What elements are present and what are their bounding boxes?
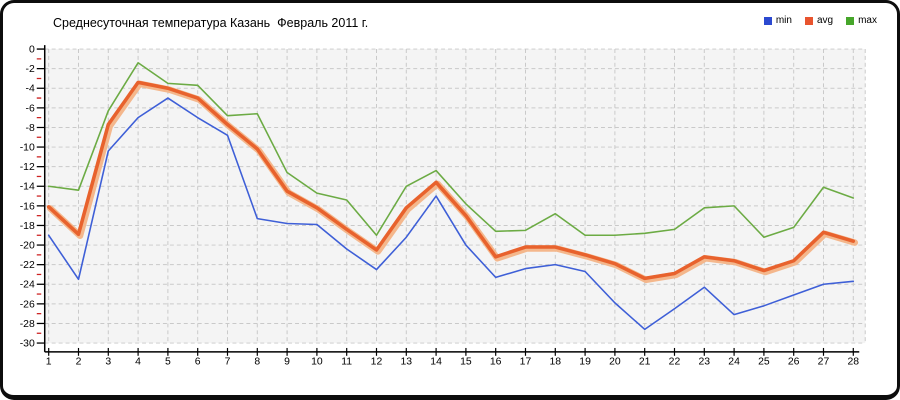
svg-text:3: 3 xyxy=(105,357,111,368)
svg-text:14: 14 xyxy=(430,357,442,368)
svg-text:11: 11 xyxy=(341,357,352,368)
legend-item-avg: avg xyxy=(804,15,834,26)
svg-text:1: 1 xyxy=(46,357,52,368)
svg-text:-14: -14 xyxy=(20,182,35,193)
svg-text:19: 19 xyxy=(579,357,591,368)
svg-text:-12: -12 xyxy=(20,162,35,173)
svg-text:-4: -4 xyxy=(26,84,36,95)
svg-text:28: 28 xyxy=(847,357,859,368)
svg-text:7: 7 xyxy=(225,357,231,368)
svg-text:24: 24 xyxy=(728,357,740,368)
svg-text:-28: -28 xyxy=(20,319,35,330)
legend-swatch-min xyxy=(763,16,772,25)
svg-text:8: 8 xyxy=(254,357,260,368)
svg-text:12: 12 xyxy=(371,357,383,368)
svg-text:16: 16 xyxy=(490,357,502,368)
svg-text:-10: -10 xyxy=(20,143,35,154)
svg-text:-26: -26 xyxy=(20,299,35,310)
svg-text:-30: -30 xyxy=(20,339,35,350)
svg-text:21: 21 xyxy=(639,357,651,368)
svg-text:-6: -6 xyxy=(26,103,36,114)
chart-legend: min avg max xyxy=(763,15,877,26)
svg-text:22: 22 xyxy=(669,357,681,368)
legend-item-min: min xyxy=(763,15,792,26)
svg-text:-24: -24 xyxy=(20,280,35,291)
svg-text:-22: -22 xyxy=(20,260,35,271)
svg-text:-2: -2 xyxy=(26,64,36,75)
chart-title: Среднесуточная температура Казань Феврал… xyxy=(53,16,369,30)
svg-text:17: 17 xyxy=(520,357,532,368)
svg-text:2: 2 xyxy=(76,357,82,368)
svg-text:9: 9 xyxy=(284,357,290,368)
svg-text:26: 26 xyxy=(788,357,800,368)
svg-text:23: 23 xyxy=(698,357,710,368)
svg-text:-16: -16 xyxy=(20,201,35,212)
legend-swatch-avg xyxy=(804,16,813,25)
svg-text:25: 25 xyxy=(758,357,770,368)
svg-text:20: 20 xyxy=(609,357,621,368)
legend-item-max: max xyxy=(846,15,877,26)
svg-text:18: 18 xyxy=(549,357,561,368)
svg-text:-18: -18 xyxy=(20,221,35,232)
legend-label-max: max xyxy=(858,15,877,26)
svg-text:13: 13 xyxy=(400,357,412,368)
svg-text:10: 10 xyxy=(311,357,323,368)
svg-text:0: 0 xyxy=(29,45,35,56)
svg-text:27: 27 xyxy=(818,357,830,368)
temperature-chart: 0 -2 -4 -6 -8 -10 -12 -14 -16 -18 -20 -22 -24 -26 -28 -… xyxy=(20,45,866,368)
legend-label-avg: avg xyxy=(816,15,834,26)
svg-text:-8: -8 xyxy=(26,123,36,134)
svg-text:4: 4 xyxy=(135,357,141,368)
svg-text:-20: -20 xyxy=(20,241,35,252)
legend-swatch-max xyxy=(846,16,855,25)
legend-label-min: min xyxy=(775,15,792,26)
svg-text:15: 15 xyxy=(460,357,472,368)
svg-text:5: 5 xyxy=(165,357,171,368)
svg-text:6: 6 xyxy=(195,357,201,368)
